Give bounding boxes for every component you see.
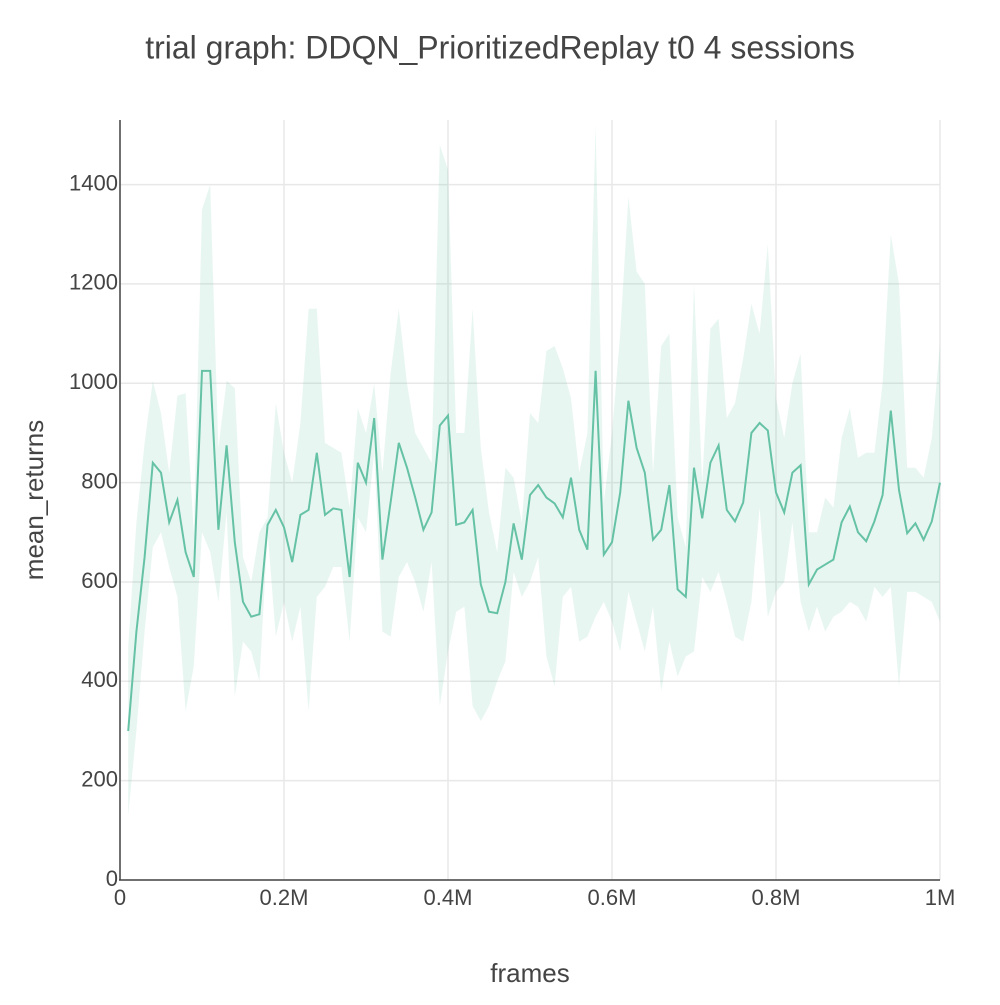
- y-tick-label: 1200: [69, 270, 118, 295]
- y-tick-label: 600: [81, 568, 118, 593]
- x-tick-label: 0.6M: [588, 885, 637, 910]
- y-tick-label: 400: [81, 667, 118, 692]
- y-tick-label: 1400: [69, 170, 118, 195]
- error-band: [128, 124, 940, 816]
- x-tick-label: 0: [114, 885, 126, 910]
- x-tick-label: 0.8M: [752, 885, 801, 910]
- grid: [119, 120, 941, 881]
- chart-title: trial graph: DDQN_PrioritizedReplay t0 4…: [145, 29, 855, 65]
- y-axis-label: mean_returns: [19, 420, 49, 580]
- y-tick-label: 0: [106, 866, 118, 891]
- x-tick-label: 0.2M: [260, 885, 309, 910]
- y-tick-label: 1000: [69, 369, 118, 394]
- y-tick-label: 800: [81, 468, 118, 493]
- x-tick-label: 1M: [925, 885, 956, 910]
- mean-line: [127, 369, 941, 732]
- x-axis-label: frames: [490, 958, 569, 988]
- x-tick-label: 0.4M: [424, 885, 473, 910]
- y-tick-label: 200: [81, 766, 118, 791]
- plot-area: [127, 124, 941, 816]
- tick-labels: 0 200 400 600 800 1000 1200 1400 0 0.2M 0.4M 0.6M 0.…: [69, 170, 955, 909]
